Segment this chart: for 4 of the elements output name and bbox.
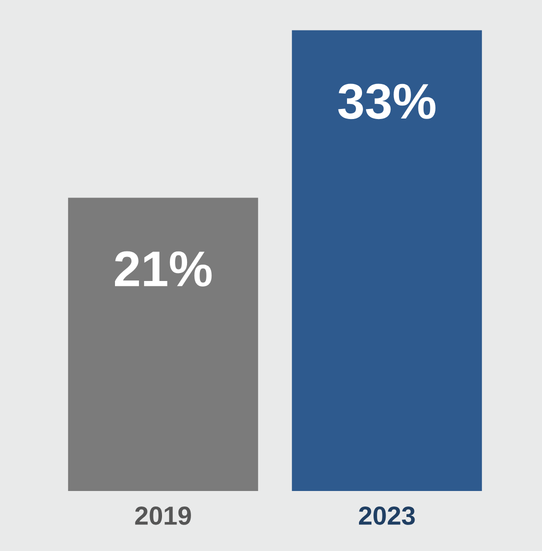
x-tick-label: 2019	[135, 506, 191, 525]
data-label: 33%	[338, 84, 436, 120]
data-label: 21%	[114, 251, 212, 286]
x-tick-label: 2023	[358, 506, 415, 525]
